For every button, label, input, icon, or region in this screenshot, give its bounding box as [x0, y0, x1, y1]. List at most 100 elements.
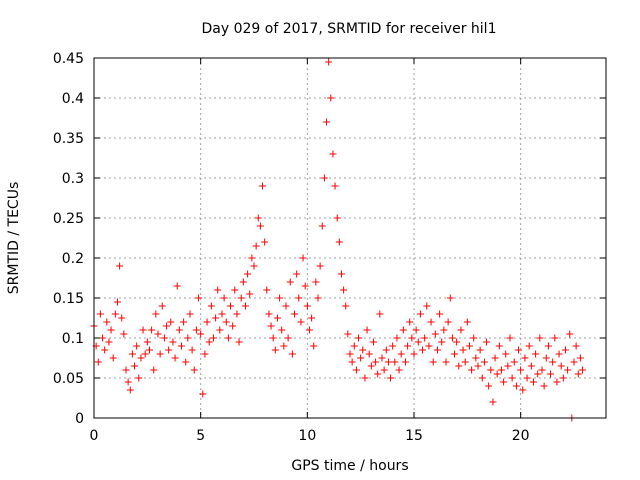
- data-point: [559, 374, 567, 382]
- data-point: [359, 346, 367, 354]
- data-point: [295, 294, 303, 302]
- y-tick-label: 0.4: [62, 91, 84, 107]
- data-point: [510, 358, 518, 366]
- data-point: [384, 358, 392, 366]
- data-point: [566, 330, 574, 338]
- chart-title: Day 029 of 2017, SRMTID for receiver hil…: [202, 21, 497, 37]
- data-point: [323, 118, 331, 126]
- data-point: [363, 326, 371, 334]
- data-point: [203, 318, 211, 326]
- data-point: [453, 338, 461, 346]
- data-point: [299, 254, 307, 262]
- data-point: [259, 182, 267, 190]
- data-point: [487, 366, 495, 374]
- y-tick-label: 0: [75, 411, 84, 427]
- x-tick-label: 15: [405, 428, 423, 444]
- data-point: [342, 302, 350, 310]
- data-point: [527, 362, 535, 370]
- data-point: [427, 318, 435, 326]
- data-point: [538, 366, 546, 374]
- data-point: [391, 358, 399, 366]
- data-point: [431, 330, 439, 338]
- data-point: [444, 318, 452, 326]
- data-point: [489, 398, 497, 406]
- data-point: [529, 378, 537, 386]
- data-point: [227, 302, 235, 310]
- data-point: [222, 318, 230, 326]
- x-tick-label: 10: [298, 428, 316, 444]
- data-point: [425, 342, 433, 350]
- data-point: [182, 358, 190, 366]
- data-point: [216, 326, 224, 334]
- data-point: [579, 366, 587, 374]
- data-point: [574, 370, 582, 378]
- data-point: [173, 282, 181, 290]
- data-point: [180, 318, 188, 326]
- data-point: [239, 278, 247, 286]
- data-point: [547, 370, 555, 378]
- data-point: [103, 318, 111, 326]
- x-tick-labels: 0 5 10 15 20: [90, 428, 530, 444]
- y-tick-label: 0.3: [62, 171, 84, 187]
- data-point: [199, 390, 207, 398]
- data-point: [544, 342, 552, 350]
- y-axis-label: SRMTID / TECUs: [6, 182, 22, 295]
- data-point: [250, 262, 258, 270]
- data-point: [448, 334, 456, 342]
- data-point: [387, 374, 395, 382]
- x-tick-label: 0: [90, 428, 99, 444]
- data-point: [301, 282, 309, 290]
- data-point: [333, 214, 341, 222]
- data-point: [474, 362, 482, 370]
- data-point: [175, 326, 183, 334]
- data-point: [241, 302, 249, 310]
- data-point: [344, 330, 352, 338]
- data-point: [561, 346, 569, 354]
- data-point: [348, 358, 356, 366]
- data-point: [376, 310, 384, 318]
- data-point: [96, 310, 104, 318]
- data-point: [101, 346, 109, 354]
- data-point: [355, 334, 363, 342]
- data-point: [367, 362, 375, 370]
- data-point: [468, 366, 476, 374]
- data-point: [291, 310, 299, 318]
- data-point: [267, 322, 275, 330]
- data-point: [500, 378, 508, 386]
- data-point: [312, 278, 320, 286]
- data-point: [145, 346, 153, 354]
- data-point: [150, 366, 158, 374]
- data-point: [248, 254, 256, 262]
- data-point: [143, 338, 151, 346]
- data-point: [525, 342, 533, 350]
- data-point: [278, 326, 286, 334]
- data-point: [523, 374, 531, 382]
- y-tick-label: 0.35: [53, 131, 84, 147]
- data-point: [148, 326, 156, 334]
- data-point: [397, 350, 405, 358]
- data-point: [152, 310, 160, 318]
- data-point: [502, 350, 510, 358]
- data-point: [126, 386, 134, 394]
- data-point: [113, 298, 121, 306]
- data-point: [564, 366, 572, 374]
- data-point: [209, 334, 217, 342]
- data-point: [254, 214, 262, 222]
- data-point: [352, 366, 360, 374]
- data-point: [504, 362, 512, 370]
- data-point: [393, 334, 401, 342]
- data-point: [372, 358, 380, 366]
- y-tick-label: 0.1: [62, 331, 84, 347]
- data-point: [491, 354, 499, 362]
- data-point: [495, 342, 503, 350]
- data-point: [288, 350, 296, 358]
- data-point: [131, 362, 139, 370]
- data-point: [549, 358, 557, 366]
- data-point: [406, 318, 414, 326]
- data-point: [207, 302, 215, 310]
- data-points: [90, 58, 587, 422]
- data-point: [401, 358, 409, 366]
- data-point: [412, 326, 420, 334]
- data-point: [235, 338, 243, 346]
- data-point: [237, 294, 245, 302]
